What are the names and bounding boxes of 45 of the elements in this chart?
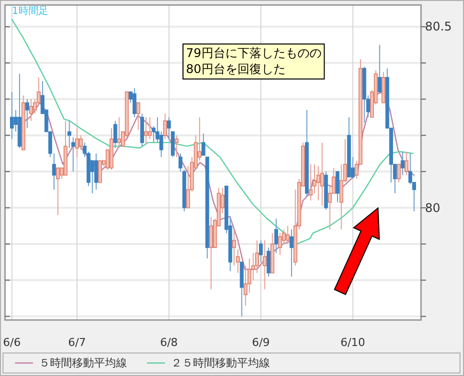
candlestick xyxy=(308,164,313,202)
candlestick xyxy=(404,151,408,176)
candlestick xyxy=(56,167,60,216)
y-tick-label: 80 xyxy=(425,200,440,215)
candlestick xyxy=(174,134,179,158)
candlestick xyxy=(136,102,140,130)
candlestick xyxy=(290,228,294,278)
candlestick xyxy=(10,91,14,140)
x-tick-label: 6/9 xyxy=(252,336,270,349)
candlestick xyxy=(209,216,213,290)
annotation: 79円台に下落したものの 80円台を回復した xyxy=(186,46,322,76)
candlestick xyxy=(286,225,290,244)
candlestick xyxy=(336,171,340,203)
candlestick xyxy=(144,116,148,145)
x-tick-label: 6/6 xyxy=(3,336,21,349)
candlestick xyxy=(232,228,236,266)
candlestick xyxy=(278,232,282,256)
legend-label: ２５時間移動平均線 xyxy=(171,356,270,370)
candlestick xyxy=(25,98,30,129)
candlestick xyxy=(163,113,168,140)
x-tick-label: 6/8 xyxy=(160,336,178,349)
chart-title: 1時間足 xyxy=(12,5,48,17)
candlestick xyxy=(316,166,320,202)
y-tick-label: 80.5 xyxy=(425,20,452,34)
candlestick xyxy=(274,218,278,254)
candlestick xyxy=(396,164,401,183)
candlestick xyxy=(67,120,72,149)
candlestick xyxy=(262,240,267,290)
x-tick-label: 6/10 xyxy=(340,336,366,349)
candlestick xyxy=(94,152,98,190)
x-tick-label: 6/7 xyxy=(68,336,86,349)
candlestick xyxy=(258,240,263,263)
legend-label: ５時間移動平均線 xyxy=(39,356,127,370)
candlestick xyxy=(117,116,122,147)
candlestick xyxy=(378,44,382,94)
candlestick xyxy=(132,88,136,118)
candlestick xyxy=(113,120,118,149)
candlestick xyxy=(78,134,83,150)
candlestick xyxy=(320,142,324,206)
candlestick xyxy=(75,128,79,158)
candlestick xyxy=(400,151,405,176)
candlestick xyxy=(202,133,206,156)
candlestick xyxy=(266,247,270,278)
candlestick xyxy=(98,160,102,183)
candlestick xyxy=(29,98,33,122)
